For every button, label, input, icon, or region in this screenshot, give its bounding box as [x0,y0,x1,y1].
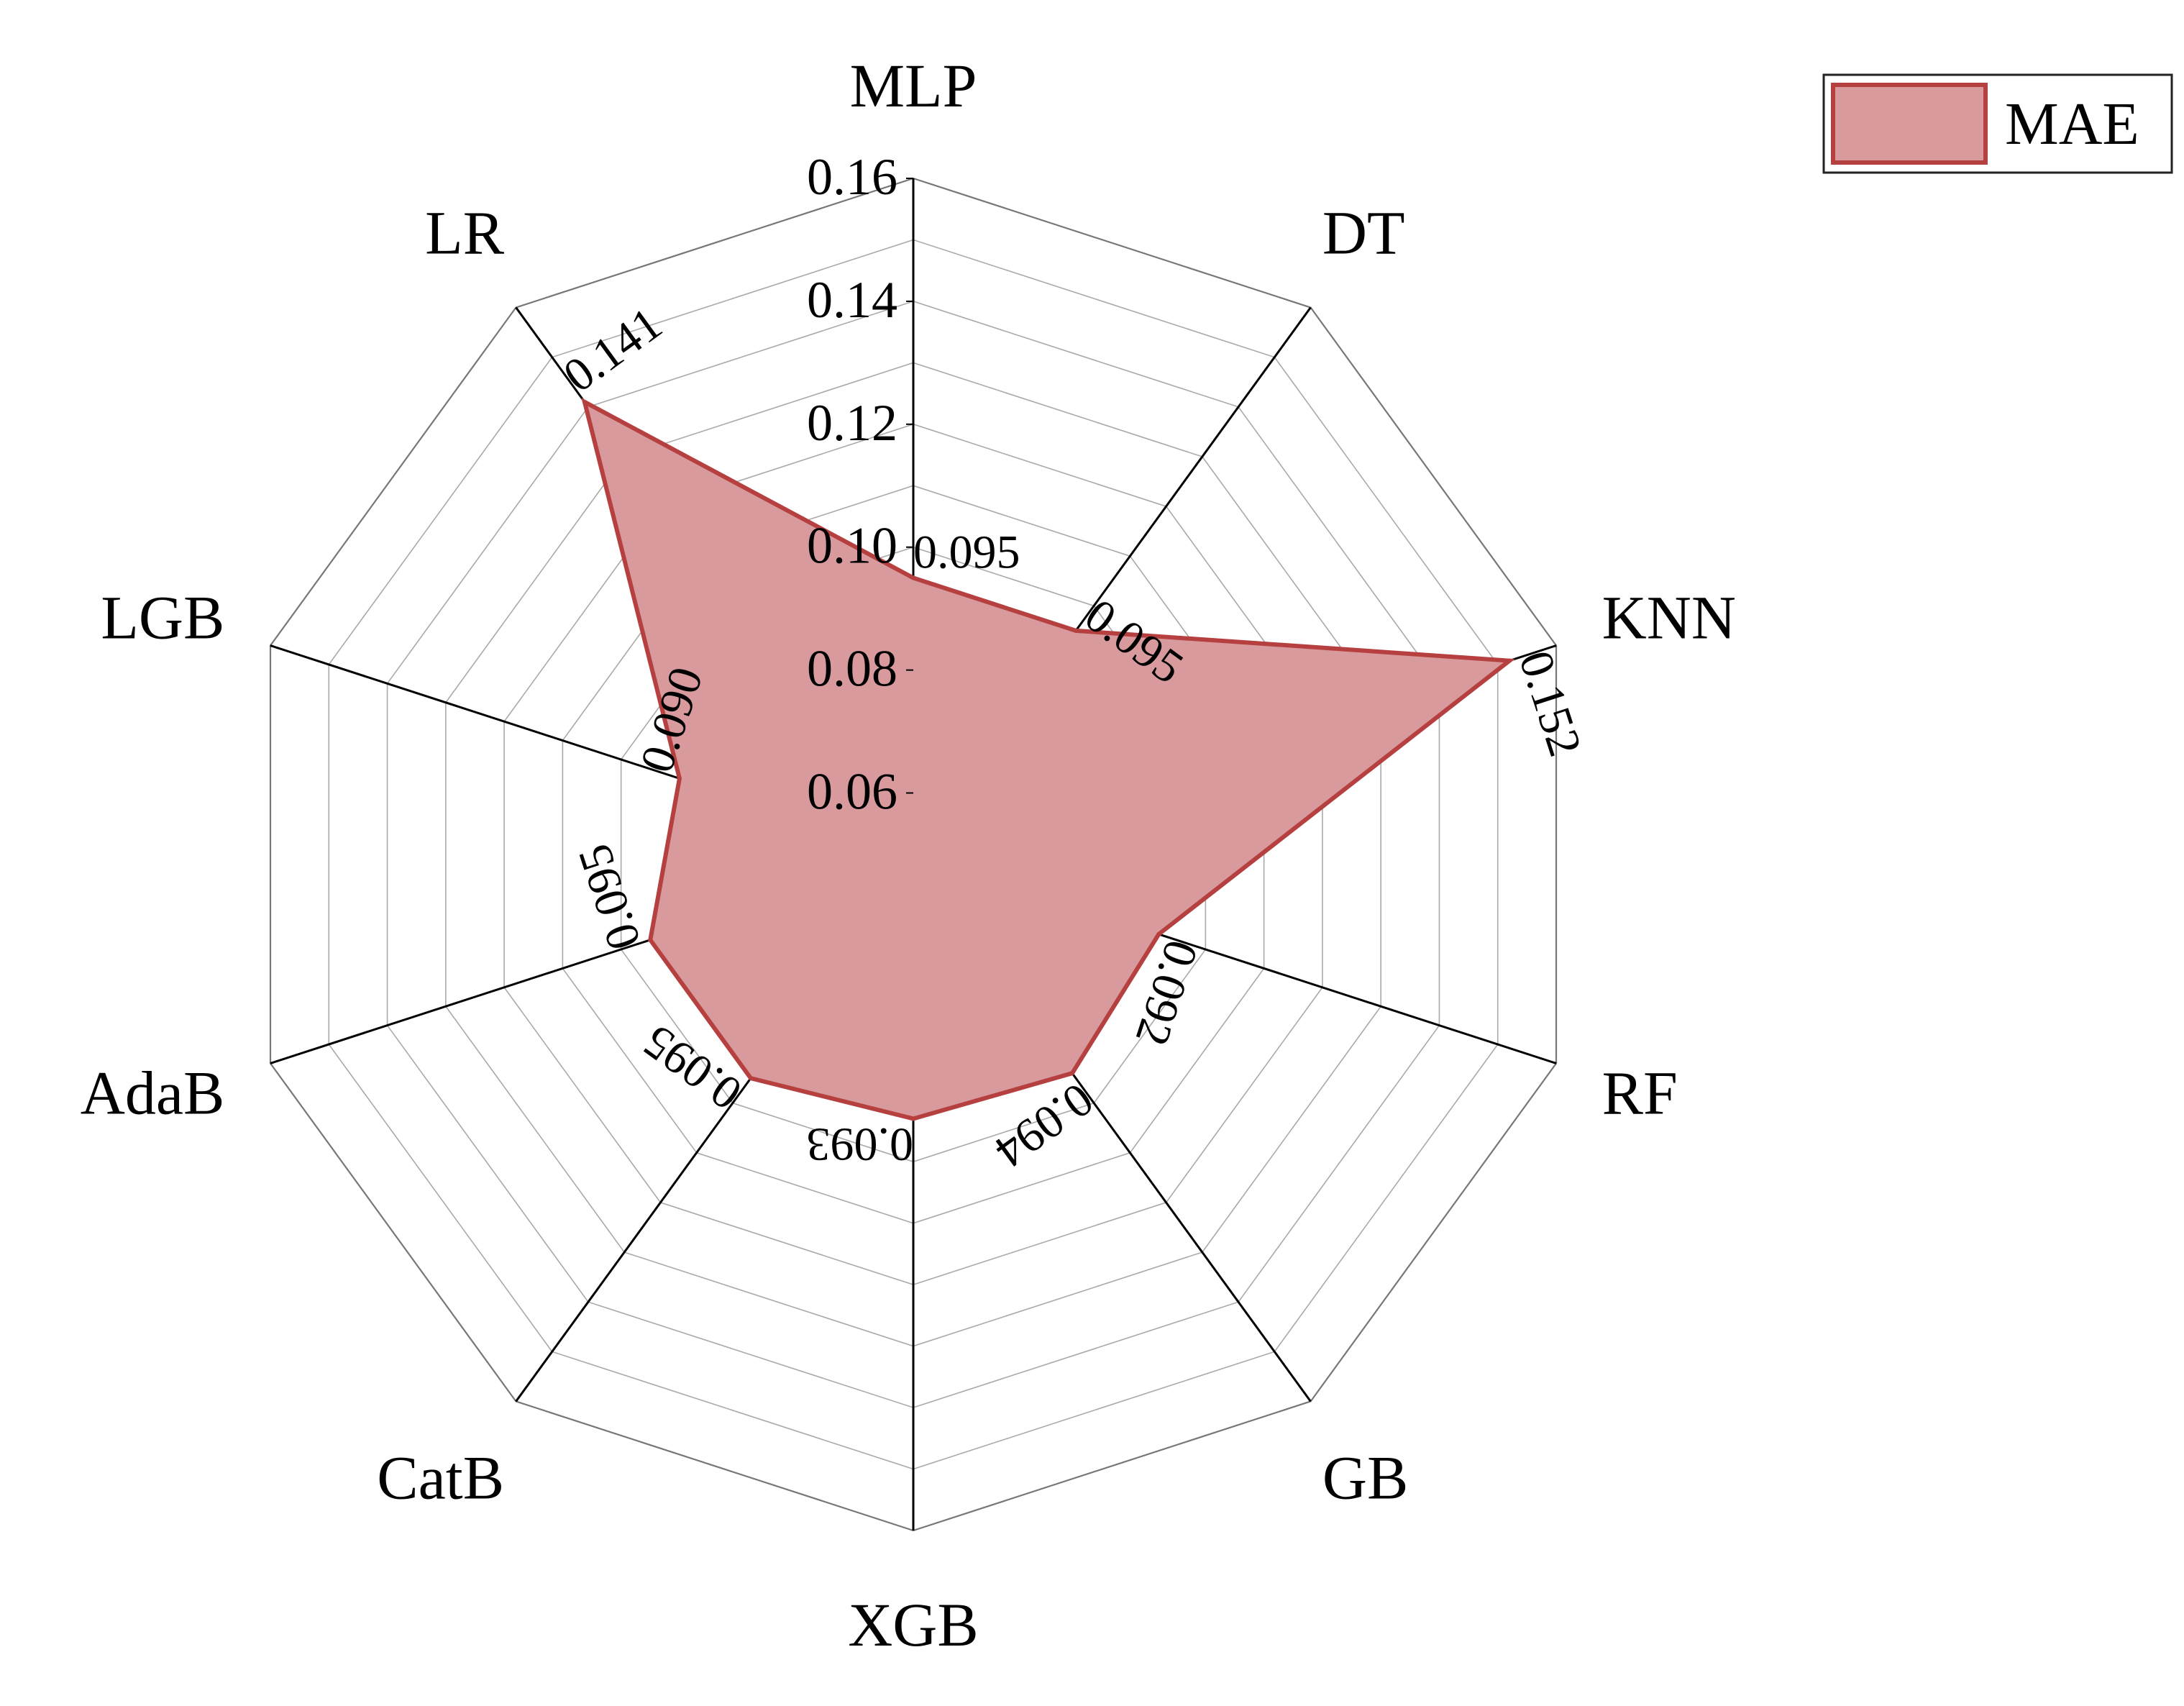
legend-swatch [1831,83,1988,165]
radial-tick-label: 0.14 [807,271,897,329]
category-label-dt: DT [1322,198,1405,267]
category-label-lr: LR [425,198,505,267]
value-label-mlp: 0.095 [913,526,1020,578]
radial-tick-label: 0.08 [807,640,897,698]
data-point-knn [1507,658,1512,663]
series-layer [581,398,1515,1121]
category-label-knn: KNN [1602,583,1736,652]
radial-tick-label: 0.12 [807,394,897,452]
radial-tick-label: 0.06 [807,763,897,821]
category-label-gb: GB [1322,1443,1408,1513]
data-point-lr [582,399,587,404]
data-point-dt [1074,628,1079,633]
data-point-lgb [677,776,682,781]
value-label-adab: 0.095 [568,838,651,956]
category-label-xgb: XGB [848,1590,979,1659]
legend-label: MAE [2005,91,2139,158]
data-point-catb [748,1076,753,1081]
category-label-lgb: LGB [101,583,224,652]
tick-label-layer: 0.06 0.08 0.10 0.12 0.14 0.16 [807,148,913,821]
value-label-lr: 0.141 [554,297,672,402]
radial-tick-label: 0.10 [807,517,897,575]
category-label-catb: CatB [377,1443,504,1513]
category-label-layer: MLP DT KNN RF GB XGB CatB AdaB LGB LR [81,51,1736,1659]
data-point-adab [648,937,653,942]
series-mae-area [581,398,1515,1121]
category-label-rf: RF [1602,1059,1678,1128]
data-point-xgb [911,1116,915,1121]
data-point-rf [1156,931,1161,936]
value-label-knn: 0.152 [1509,644,1591,762]
value-label-xgb: 0.093 [807,1118,914,1170]
category-label-adab: AdaB [81,1059,225,1128]
legend: MAE [1822,73,2173,174]
radial-tick-label: 0.16 [807,148,897,206]
category-label-mlp: MLP [850,51,977,120]
data-point-gb [1070,1071,1075,1076]
data-point-mlp [911,575,915,580]
